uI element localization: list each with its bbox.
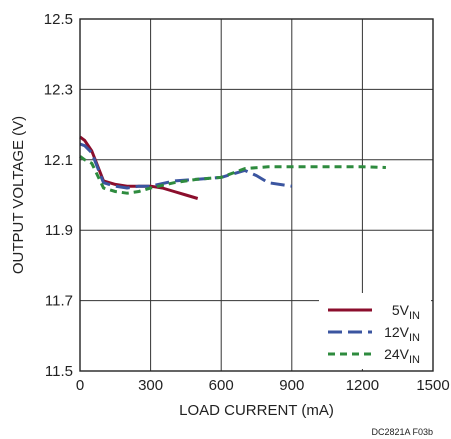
legend-label: 5VIN bbox=[392, 302, 420, 322]
y-tick-label: 12.1 bbox=[44, 152, 73, 169]
legend-label: 12VIN bbox=[384, 324, 420, 344]
figure-code: DC2821A F03b bbox=[371, 427, 433, 437]
x-tick-label: 0 bbox=[76, 377, 84, 394]
legend-label-main: 5V bbox=[392, 302, 410, 318]
series-group bbox=[79, 135, 386, 200]
x-tick-label: 600 bbox=[209, 377, 234, 394]
x-tick-label: 1500 bbox=[416, 377, 449, 394]
y-tick-labels: 11.5 11.7 11.9 12.1 12.3 12.5 bbox=[44, 11, 73, 380]
grid bbox=[80, 19, 433, 371]
legend-label-subscript: IN bbox=[409, 310, 420, 322]
series-line-12v-in bbox=[79, 142, 293, 190]
legend-label-main: 24V bbox=[384, 346, 410, 362]
y-tick-label: 12.5 bbox=[44, 11, 73, 28]
series-line-5v-in bbox=[79, 135, 199, 200]
legend-label-main: 12V bbox=[384, 324, 410, 340]
y-tick-label: 11.9 bbox=[45, 222, 73, 239]
y-tick-label: 11.7 bbox=[45, 293, 73, 310]
series-line-24v-in bbox=[79, 155, 386, 195]
legend-label-subscript: IN bbox=[409, 354, 420, 366]
y-tick-label: 11.5 bbox=[45, 363, 73, 380]
x-tick-label: 1200 bbox=[346, 377, 379, 394]
y-tick-label: 12.3 bbox=[44, 81, 73, 98]
x-tick-labels: 0 300 600 900 1200 1500 bbox=[76, 377, 450, 394]
y-axis-label: OUTPUT VOLTAGE (V) bbox=[10, 116, 27, 274]
legend-label-subscript: IN bbox=[409, 332, 420, 344]
plot-frame bbox=[79, 18, 434, 372]
x-tick-label: 300 bbox=[138, 377, 163, 394]
legend-label: 24VIN bbox=[384, 346, 420, 366]
x-axis-label: LOAD CURRENT (mA) bbox=[179, 402, 334, 419]
x-tick-label: 900 bbox=[279, 377, 304, 394]
